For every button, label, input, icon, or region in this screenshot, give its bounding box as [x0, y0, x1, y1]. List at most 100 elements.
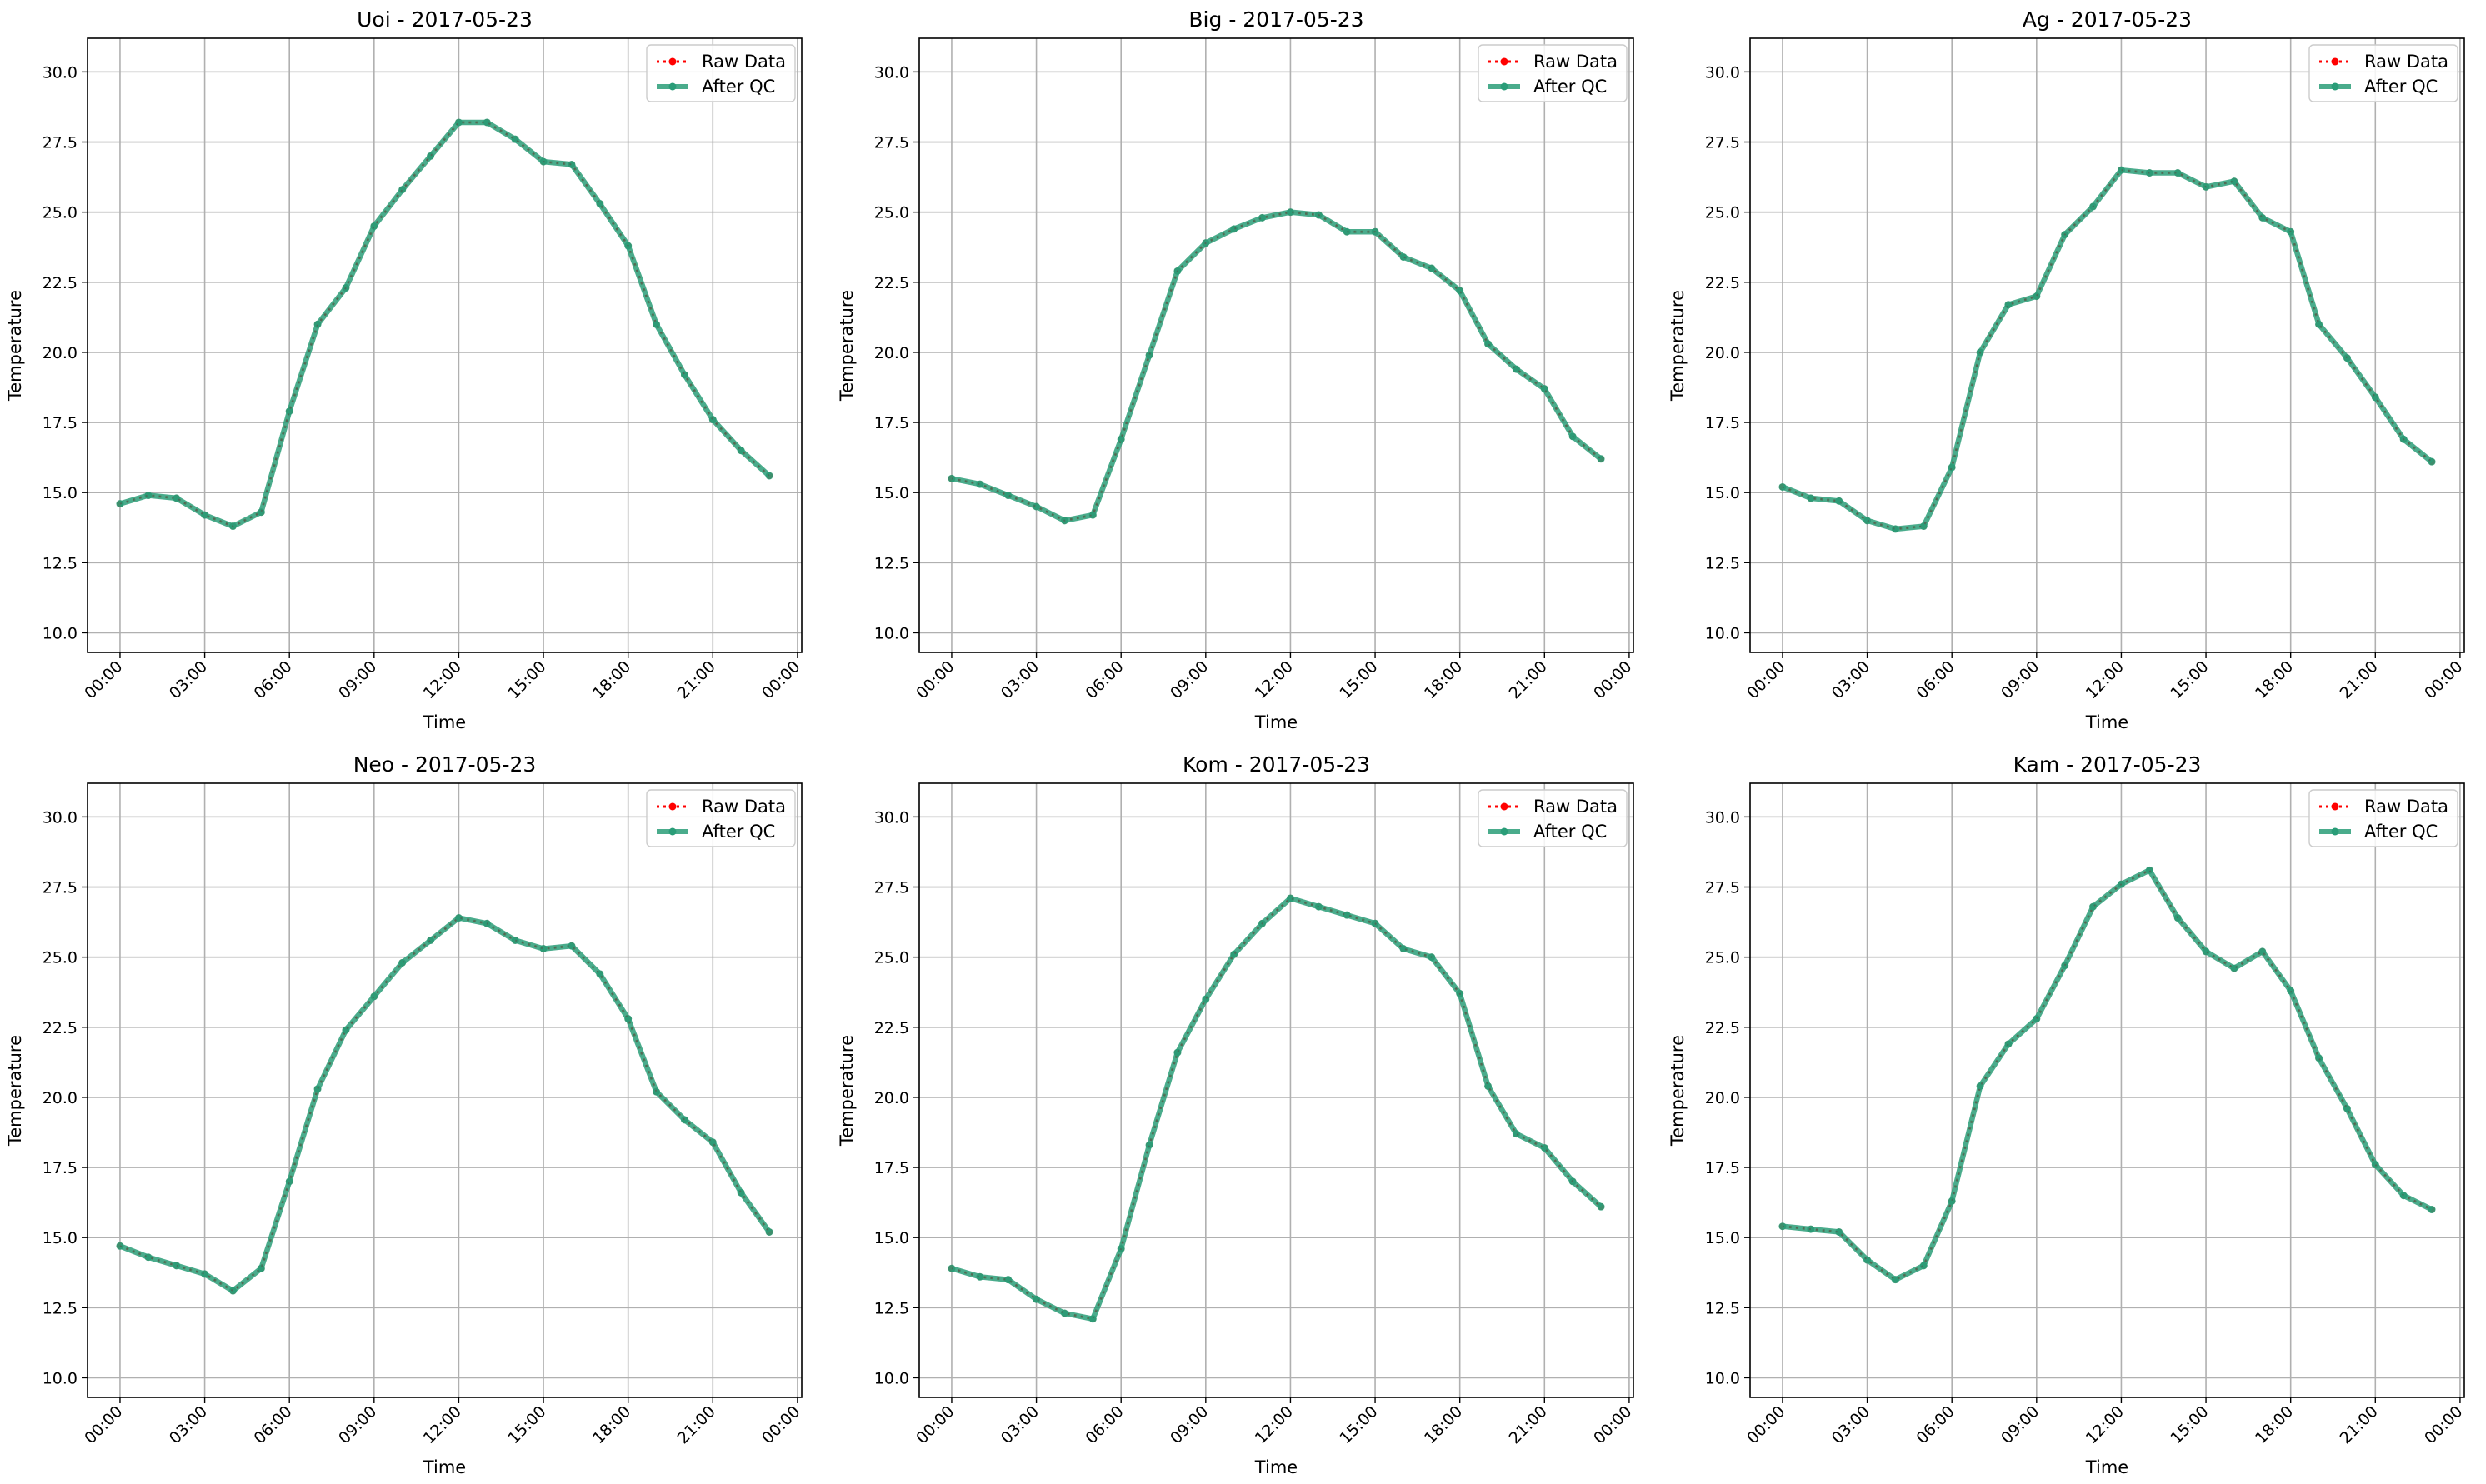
after-qc-point — [1258, 213, 1267, 222]
y-tick-label: 30.0 — [874, 808, 909, 827]
y-tick-label: 15.0 — [43, 1229, 78, 1247]
legend-qc-label: After QC — [2364, 822, 2438, 842]
after-qc-point — [2004, 1040, 2013, 1048]
x-tick-label: 09:00 — [1998, 1402, 2043, 1447]
x-tick-label: 06:00 — [250, 657, 295, 702]
y-tick-label: 25.0 — [43, 204, 78, 222]
after-qc-point — [342, 1026, 350, 1034]
legend-raw-marker — [2331, 57, 2339, 66]
after-qc-point — [2230, 177, 2238, 186]
after-qc-point — [624, 1015, 633, 1023]
y-tick-label: 27.5 — [874, 879, 909, 897]
x-tick-label: 00:00 — [758, 1402, 803, 1447]
y-tick-label: 22.5 — [1705, 1019, 1740, 1037]
after-qc-point — [1033, 1295, 1041, 1303]
after-qc-point — [1230, 950, 1238, 958]
raw-data-overlay — [119, 917, 770, 1292]
x-tick-label: 00:00 — [913, 657, 958, 702]
x-tick-label: 12:00 — [2083, 1402, 2128, 1447]
x-tick-label: 00:00 — [81, 1402, 126, 1447]
legend-raw-marker — [1500, 57, 1508, 66]
y-tick-label: 22.5 — [874, 1019, 909, 1037]
y-tick-label: 10.0 — [1705, 624, 1740, 642]
legend-qc-label: After QC — [2364, 77, 2438, 97]
after-qc-point — [1033, 502, 1041, 511]
x-tick-label: 21:00 — [1506, 1402, 1551, 1447]
after-qc-point — [2033, 292, 2041, 301]
after-qc-point — [116, 500, 124, 508]
x-tick-label: 15:00 — [2167, 1402, 2212, 1447]
y-tick-label: 10.0 — [1705, 1369, 1740, 1387]
after-qc-point — [144, 1253, 153, 1262]
y-tick-label: 25.0 — [1705, 949, 1740, 967]
legend-raw-marker — [668, 57, 677, 66]
y-tick-label: 22.5 — [1705, 274, 1740, 292]
x-tick-label: 15:00 — [504, 1402, 549, 1447]
after-qc-point — [313, 320, 322, 328]
x-tick-label: 09:00 — [335, 657, 380, 702]
axes-frame — [1749, 37, 2465, 653]
legend-raw-label: Raw Data — [1533, 797, 1618, 817]
x-tick-label: 09:00 — [1998, 657, 2043, 702]
after-qc-point — [1512, 1130, 1520, 1138]
y-tick-label: 15.0 — [874, 1229, 909, 1247]
after-qc-point — [370, 222, 378, 230]
axes-frame — [1749, 782, 2465, 1398]
y-tick-label: 20.0 — [874, 344, 909, 362]
chart-panel: 00:00 03:00 06:00 09:00 12:00 15:00 18:00 21:00… — [5, 752, 803, 1477]
after-qc-point — [201, 1270, 209, 1278]
after-qc-point — [427, 152, 435, 160]
after-qc-point — [2173, 169, 2182, 177]
x-tick-label: 03:00 — [166, 1402, 211, 1447]
legend-qc-marker — [1500, 827, 1508, 836]
legend: Raw Data After QC — [1478, 44, 1628, 102]
x-tick-label: 21:00 — [674, 657, 719, 702]
y-tick-label: 25.0 — [43, 949, 78, 967]
y-tick-label: 20.0 — [43, 1089, 78, 1107]
y-tick-label: 25.0 — [874, 204, 909, 222]
y-tick-label: 25.0 — [1705, 204, 1740, 222]
after-qc-point — [680, 1116, 688, 1124]
chart-panel: 00:00 03:00 06:00 09:00 12:00 15:00 18:00 21:00… — [1668, 752, 2466, 1477]
raw-data-overlay — [1782, 169, 2433, 530]
x-tick-label: 00:00 — [81, 657, 126, 702]
after-qc-point — [285, 407, 293, 416]
x-tick-label: 21:00 — [1506, 657, 1551, 702]
y-axis-label: Temperature — [837, 290, 857, 402]
x-tick-label: 15:00 — [504, 657, 549, 702]
legend: Raw Data After QC — [646, 44, 796, 102]
legend-qc-marker — [668, 827, 677, 836]
x-tick-label: 00:00 — [1743, 657, 1788, 702]
legend-qc-label: After QC — [1533, 822, 1607, 842]
y-tick-label: 25.0 — [874, 949, 909, 967]
after-qc-point — [1060, 1309, 1068, 1317]
x-axis-label: Time — [423, 712, 466, 732]
x-tick-label: 00:00 — [2421, 657, 2466, 702]
raw-data-overlay — [1782, 868, 2433, 1281]
after-qc-point — [948, 1264, 956, 1272]
after-qc-point — [1230, 225, 1238, 233]
y-tick-label: 30.0 — [1705, 808, 1740, 827]
after-qc-point — [2202, 947, 2210, 956]
after-qc-point — [2089, 902, 2098, 911]
y-tick-label: 27.5 — [1705, 134, 1740, 152]
after-qc-point — [2343, 1104, 2351, 1112]
x-tick-label: 03:00 — [998, 657, 1043, 702]
chart-panel: 00:00 03:00 06:00 09:00 12:00 15:00 18:00 21:00… — [1668, 7, 2466, 732]
after-qc-point — [1778, 1222, 1787, 1231]
x-tick-label: 12:00 — [1252, 1402, 1297, 1447]
y-axis-label: Temperature — [837, 1035, 857, 1147]
after-qc-line — [951, 895, 1603, 1322]
after-qc-point — [1778, 482, 1787, 491]
x-tick-label: 09:00 — [1167, 657, 1212, 702]
x-axis-label: Time — [1254, 712, 1298, 732]
legend-raw-marker — [1500, 802, 1508, 811]
after-qc-point — [568, 160, 576, 168]
after-qc-point — [2145, 866, 2153, 874]
after-qc-point — [1286, 894, 1294, 902]
x-tick-label: 03:00 — [1828, 657, 1873, 702]
after-qc-point — [653, 1087, 661, 1096]
raw-data-line — [951, 211, 1602, 522]
after-qc-point — [2258, 213, 2267, 222]
legend-raw-label: Raw Data — [702, 797, 786, 817]
